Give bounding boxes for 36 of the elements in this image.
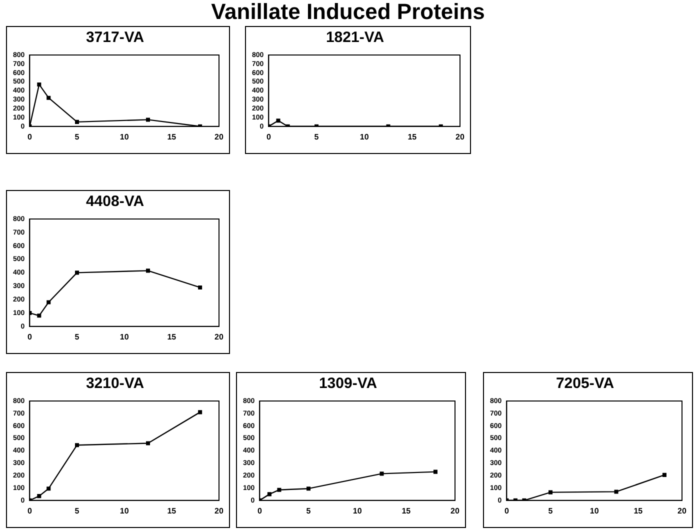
x-tick-label: 10 [590, 506, 600, 516]
x-tick-label: 5 [74, 132, 80, 142]
text: Vanillate Induced Proteins [210, 0, 486, 24]
chart-title: 1309-VA [318, 375, 378, 392]
x-tick-label: 0 [504, 506, 510, 516]
x-tick-label: 20 [450, 506, 460, 516]
x-tick-label: 20 [214, 506, 224, 516]
x-tick-label: 5 [74, 332, 80, 342]
x-tick-label: 15 [402, 506, 412, 516]
x-tick-label: 10 [120, 506, 130, 516]
x-tick-label: 10 [120, 332, 130, 342]
x-tick-label: 20 [214, 132, 224, 142]
x-tick-label: 20 [214, 332, 224, 342]
x-tick-label: 0 [27, 332, 32, 342]
x-tick-label: 15 [408, 132, 418, 142]
x-tick-label: 10 [352, 506, 362, 516]
x-tick-label: 5 [548, 506, 554, 516]
chart-title: 4408-VA [86, 193, 144, 210]
x-tick-label: 0 [27, 132, 32, 142]
x-tick-label: 15 [167, 132, 177, 142]
x-tick-label: 0 [266, 132, 272, 142]
x-tick-label: 15 [167, 332, 177, 342]
x-tick-label: 10 [120, 132, 130, 142]
x-tick-label: 0 [27, 506, 32, 516]
x-tick-label: 10 [360, 132, 370, 142]
chart-title: 7205-VA [556, 375, 614, 392]
chart-title: 3210-VA [86, 375, 144, 392]
x-tick-label: 20 [678, 506, 687, 516]
x-tick-label: 15 [634, 506, 644, 516]
x-tick-label: 5 [306, 506, 312, 516]
x-tick-label: 15 [167, 506, 177, 516]
x-tick-label: 5 [74, 506, 80, 516]
x-tick-label: 20 [456, 132, 465, 142]
chart-title: 1821-VA [326, 29, 384, 46]
chart-title: 3717-VA [86, 29, 144, 46]
x-tick-label: 5 [314, 132, 320, 142]
